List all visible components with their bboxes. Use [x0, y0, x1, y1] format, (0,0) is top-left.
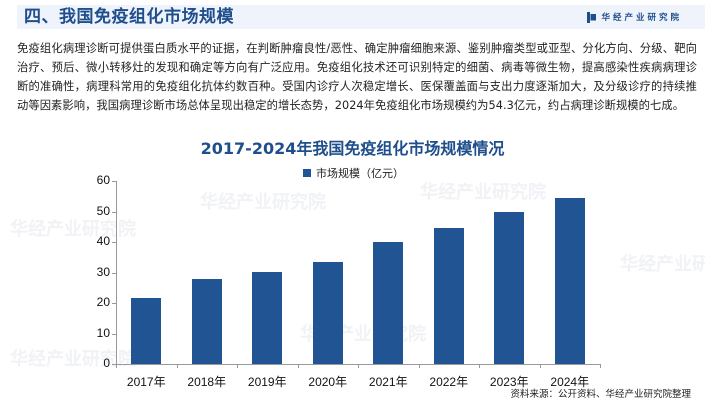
x-tick [176, 364, 178, 368]
bar [191, 278, 222, 364]
x-tick-label: 2024年 [550, 375, 590, 389]
chart-legend: 市场规模（亿元） [303, 165, 404, 181]
y-tick [112, 333, 116, 335]
section-header: 四、我国免疫组化市场规模 华经产业研究院 [17, 5, 705, 29]
source-note: 资料来源：公开资料、华经产业研究院整理 [510, 389, 691, 400]
x-tick [479, 364, 480, 368]
y-tick-label: 20 [96, 295, 110, 309]
x-tick-label: 2023年 [489, 375, 529, 389]
bar [131, 298, 162, 364]
x-tick-label: 2022年 [429, 375, 469, 389]
bar [373, 242, 404, 364]
y-tick-label: 50 [96, 203, 110, 218]
y-tick-label: 10 [96, 325, 110, 340]
y-tick-label: 60 [96, 173, 110, 187]
bar [252, 271, 283, 364]
x-tick [600, 364, 601, 368]
x-tick [116, 364, 117, 368]
x-tick [237, 364, 238, 368]
y-tick [112, 242, 116, 243]
x-tick [297, 364, 299, 368]
brand-name: 华经产业研究院 [601, 13, 682, 23]
x-tick [358, 364, 359, 368]
x-tick [418, 364, 420, 368]
bar [433, 227, 464, 364]
y-axis [116, 181, 117, 365]
x-tick-label: 2018年 [187, 375, 227, 389]
legend-label: 市场规模（亿元） [316, 167, 404, 180]
y-tick-label: 30 [96, 264, 110, 279]
bar [554, 198, 585, 364]
brand: 华经产业研究院 [587, 11, 682, 23]
x-tick-label: 2017年 [126, 375, 166, 389]
chart-title: 2017-2024年我国免疫组化市场规模情况 [200, 139, 505, 158]
bar [494, 212, 525, 364]
body-paragraph: 免疫组化病理诊断可提供蛋白质水平的证据，在判断肿瘤良性/恶性、确定肿瘤细胞来源、… [17, 42, 697, 112]
y-tick-label: 0 [103, 356, 110, 370]
x-tick-label: 2019年 [247, 375, 287, 389]
y-tick [112, 303, 116, 304]
section-title: 四、我国免疫组化市场规模 [24, 7, 234, 27]
legend-swatch-icon [303, 169, 311, 177]
y-tick [112, 181, 116, 182]
bar [312, 262, 343, 364]
y-tick [112, 211, 116, 213]
y-tick-label: 40 [96, 234, 110, 248]
x-tick-label: 2021年 [368, 375, 408, 389]
y-tick [112, 272, 116, 274]
x-tick-label: 2020年 [308, 375, 348, 389]
brand-logo-icon [587, 11, 596, 23]
x-tick [539, 364, 541, 368]
y-tick [112, 364, 116, 365]
